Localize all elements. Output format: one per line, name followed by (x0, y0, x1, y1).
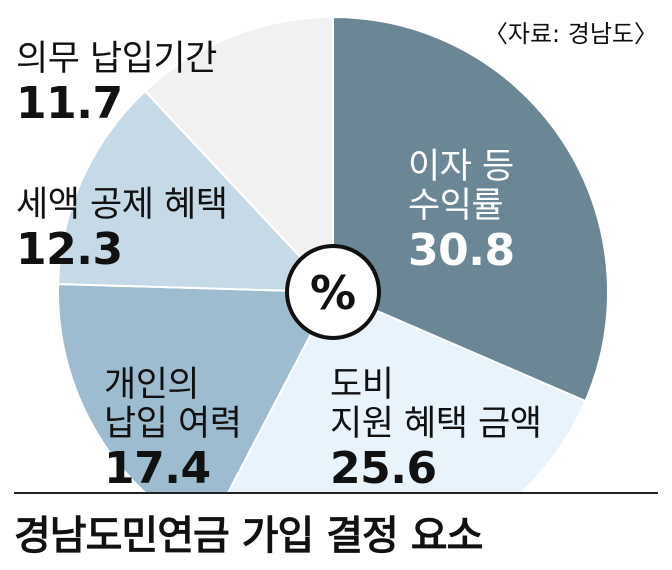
center-unit-label: % (310, 266, 356, 320)
slice-label-period: 의무 납입기간 11.7 (16, 39, 217, 130)
pie-slice-interest (332, 15, 609, 403)
center-unit-circle (285, 244, 381, 340)
slice-label-interest-line1: 이자 등 (408, 147, 514, 187)
slice-label-interest-line2: 수익률 (408, 186, 504, 227)
slice-label-subsidy-line1: 도비 (330, 365, 394, 405)
pie-slice-period (143, 15, 334, 295)
slice-value-period: 11.7 (16, 78, 123, 130)
slice-value-capacity: 17.4 (104, 443, 211, 495)
slice-label-period-line1: 의무 납입기간 (16, 39, 217, 79)
slice-label-subsidy-line2: 지원 혜택 금액 (330, 404, 542, 445)
slice-value-subsidy: 25.6 (330, 443, 437, 495)
slice-label-capacity-line1: 개인의 (104, 365, 200, 405)
slice-value-tax: 12.3 (16, 224, 123, 276)
slice-value-interest: 30.8 (408, 225, 515, 277)
slice-label-tax-line1: 세액 공제 혜택 (16, 185, 228, 225)
chart-title: 경남도민연금 가입 결정 요소 (14, 513, 483, 559)
slice-label-subsidy: 도비 지원 혜택 금액 25.6 (330, 365, 542, 495)
slice-label-capacity-line2: 납입 여력 (104, 404, 242, 445)
source-note: 〈자료: 경남도〉 (483, 20, 658, 48)
slice-label-capacity: 개인의 납입 여력 17.4 (104, 365, 242, 495)
pie-slice-tax (57, 89, 336, 294)
footer-divider (14, 492, 658, 494)
pie-slice-capacity (57, 283, 335, 492)
slice-label-interest: 이자 등 수익률 30.8 (408, 147, 515, 277)
pie-slice-subsidy (227, 290, 587, 492)
slice-label-tax: 세액 공제 혜택 12.3 (16, 185, 228, 276)
